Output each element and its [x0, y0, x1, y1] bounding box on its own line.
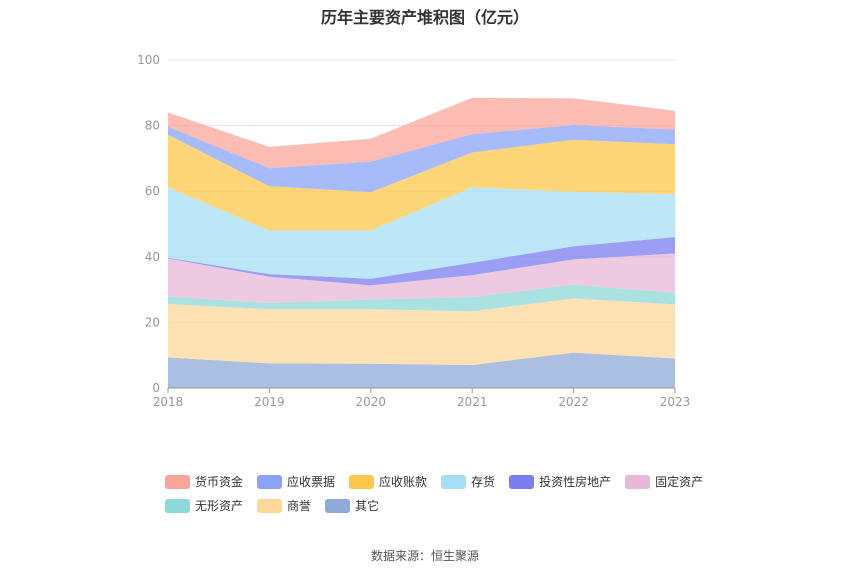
legend-label: 其它: [355, 499, 380, 513]
legend-label: 商誉: [287, 499, 312, 513]
legend-swatch: [165, 498, 190, 513]
y-tick-label: 20: [145, 315, 160, 329]
legend-item[interactable]: 存货: [441, 473, 495, 490]
y-tick-label: 100: [137, 53, 160, 67]
legend-label: 应收票据: [287, 475, 336, 489]
legend-swatch: [441, 474, 467, 489]
area-series-8: [168, 97, 675, 169]
area-series-4: [168, 237, 675, 286]
chart-legend: 货币资金 应收票据 应收账款 存货 投资性房地产 固定资产无形资产 商誉 其它: [165, 473, 725, 514]
legend-item[interactable]: 应收账款: [349, 473, 427, 490]
data-source-note: 数据来源：恒生聚源: [370, 549, 479, 563]
legend-swatch: [257, 498, 283, 513]
x-tick-label: 2021: [457, 395, 488, 409]
y-tick-label: 40: [145, 250, 160, 264]
legend-item[interactable]: 投资性房地产: [509, 473, 611, 490]
legend-swatch: [165, 474, 190, 489]
x-tick-label: 2023: [660, 395, 691, 409]
area-series-2: [168, 284, 675, 312]
x-tick-label: 2019: [254, 395, 285, 409]
area-series-7: [168, 124, 675, 193]
y-tick-label: 80: [145, 119, 160, 133]
legend-item[interactable]: 应收票据: [257, 473, 335, 490]
x-tick-label: 2020: [356, 395, 387, 409]
legend-swatch: [509, 474, 535, 489]
legend-swatch: [625, 474, 651, 489]
legend-item[interactable]: 无形资产: [165, 497, 243, 514]
area-series-3: [168, 253, 675, 304]
chart-title: 历年主要资产堆积图（亿元）: [320, 8, 529, 27]
legend-label: 存货: [471, 475, 496, 489]
legend-swatch: [349, 474, 375, 489]
legend-item[interactable]: 货币资金: [165, 473, 243, 490]
area-series-1: [168, 298, 675, 366]
legend-label: 固定资产: [655, 475, 704, 489]
legend-label: 投资性房地产: [539, 475, 612, 489]
legend-label: 货币资金: [195, 475, 244, 489]
legend-item[interactable]: 其它: [325, 497, 379, 514]
y-tick-label: 0: [152, 381, 160, 395]
area-series-0: [168, 352, 675, 388]
legend-label: 无形资产: [195, 499, 244, 513]
x-tick-label: 2022: [558, 395, 589, 409]
legend-label: 应收账款: [379, 475, 428, 489]
legend-swatch: [257, 474, 283, 489]
x-tick-label: 2018: [153, 395, 184, 409]
legend-swatch: [325, 498, 351, 513]
legend-item[interactable]: 商誉: [257, 497, 311, 514]
area-series-6: [168, 134, 675, 231]
legend-item[interactable]: 固定资产: [625, 473, 703, 490]
y-tick-label: 60: [145, 184, 160, 198]
area-series-5: [168, 187, 675, 279]
